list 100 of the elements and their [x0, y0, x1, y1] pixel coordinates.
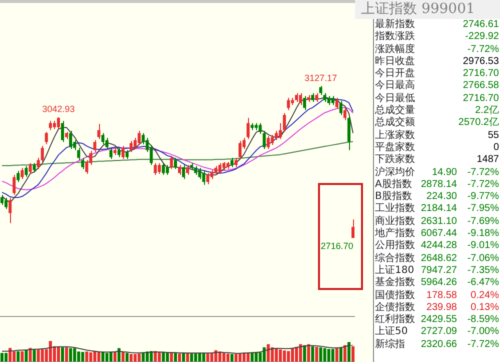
data-label: 2429.55 — [420, 314, 457, 326]
data-label: 0.13% — [470, 302, 500, 314]
candlestick — [138, 130, 141, 146]
bar — [206, 354, 210, 362]
bar — [138, 354, 141, 362]
category-label: 上涨家数 — [374, 130, 416, 142]
bar — [319, 347, 322, 362]
bar — [222, 352, 226, 362]
candlestick — [351, 219, 354, 238]
category-label: 综合指数 — [374, 252, 416, 264]
bar — [105, 352, 108, 362]
bar — [282, 350, 286, 362]
category-label: 昨日收盘 — [374, 56, 416, 68]
bar — [0, 352, 4, 362]
candlestick — [61, 120, 64, 142]
bar — [61, 347, 64, 362]
data-label: -9.77% — [466, 191, 500, 204]
bar — [16, 351, 20, 362]
bar — [32, 350, 36, 362]
candlestick — [28, 162, 32, 175]
candlestick — [0, 194, 4, 206]
candlestick — [234, 157, 238, 168]
candlestick — [117, 147, 121, 158]
bar — [299, 344, 302, 362]
data-label: 2716.70 — [462, 92, 500, 105]
bar — [48, 341, 52, 362]
candlestick — [266, 136, 270, 150]
text: 2716.70 — [320, 240, 354, 251]
category-label: 基金指数 — [374, 277, 416, 290]
category-label: 总成交额 — [374, 117, 416, 130]
candlestick — [270, 134, 274, 146]
data-label: 178.58 — [425, 290, 457, 302]
category-label: 上证50 — [374, 326, 409, 338]
bar — [278, 349, 282, 362]
candlestick — [24, 166, 28, 178]
data-label: -7.06% — [466, 252, 500, 265]
bar — [290, 348, 294, 362]
category-label: 指数涨跌 — [374, 31, 416, 44]
data-label: -7.72% — [466, 338, 500, 352]
candlestick — [162, 162, 165, 176]
category-label: A股指数 — [374, 178, 413, 190]
bar — [178, 354, 182, 362]
category-label: B股指数 — [374, 191, 413, 202]
bar — [97, 352, 100, 362]
bar — [56, 346, 60, 362]
data-label: -7.00% — [466, 326, 500, 339]
data-label: 2184.14 — [420, 203, 457, 216]
candlestick — [202, 170, 206, 186]
data-label: 55 — [486, 130, 500, 142]
candlestick — [134, 137, 137, 150]
candlestick — [101, 132, 104, 145]
candlestick — [77, 147, 80, 161]
candlestick — [122, 146, 125, 160]
data-label: 7947.27 — [420, 264, 457, 278]
candlestick — [150, 144, 153, 166]
data-label: -229.92 — [464, 31, 500, 44]
data-label: 2.2亿 — [474, 105, 500, 117]
bar — [77, 352, 80, 362]
bar — [28, 348, 32, 362]
data-label: 14.90 — [430, 166, 457, 179]
bar — [81, 352, 84, 362]
data-label: 2648.62 — [420, 252, 457, 265]
data-label: -8.59% — [466, 314, 500, 326]
bar — [347, 342, 350, 362]
candlestick — [282, 112, 286, 132]
candlestick — [339, 100, 342, 116]
data-label: -7.72% — [466, 44, 500, 56]
bar — [343, 345, 346, 362]
category-label: 平盘家数 — [374, 142, 416, 154]
bar — [93, 352, 96, 362]
candlestick — [81, 157, 84, 170]
bar — [323, 348, 326, 362]
category-label: 沪深均价 — [374, 166, 416, 178]
candlestick — [4, 197, 8, 210]
category-label: 企债指数 — [374, 302, 416, 314]
candlestick — [154, 162, 157, 176]
bar — [266, 344, 270, 362]
bar — [351, 346, 354, 362]
bar — [315, 346, 318, 362]
text: 上证指数 999001 — [355, 0, 500, 19]
candlestick — [335, 97, 338, 110]
bar — [4, 352, 8, 362]
bar — [174, 352, 177, 362]
data-label: 2746.61 — [462, 19, 500, 32]
candlestick — [56, 116, 60, 130]
category-label: 今日最高 — [374, 80, 416, 93]
bar — [134, 354, 137, 362]
candlestick — [246, 117, 250, 140]
bar — [331, 348, 334, 362]
candlestick — [347, 116, 350, 151]
bar — [73, 348, 76, 362]
data-label: 224.30 — [425, 191, 457, 204]
category-label: 公用指数 — [374, 240, 416, 252]
candlestick — [44, 131, 48, 145]
category-label: 红利指数 — [374, 314, 416, 326]
candlestick — [40, 146, 44, 162]
candlestick — [174, 157, 177, 170]
category-label: 上证180 — [374, 264, 416, 276]
data-label: -7.69% — [466, 216, 500, 228]
bar — [226, 354, 230, 362]
